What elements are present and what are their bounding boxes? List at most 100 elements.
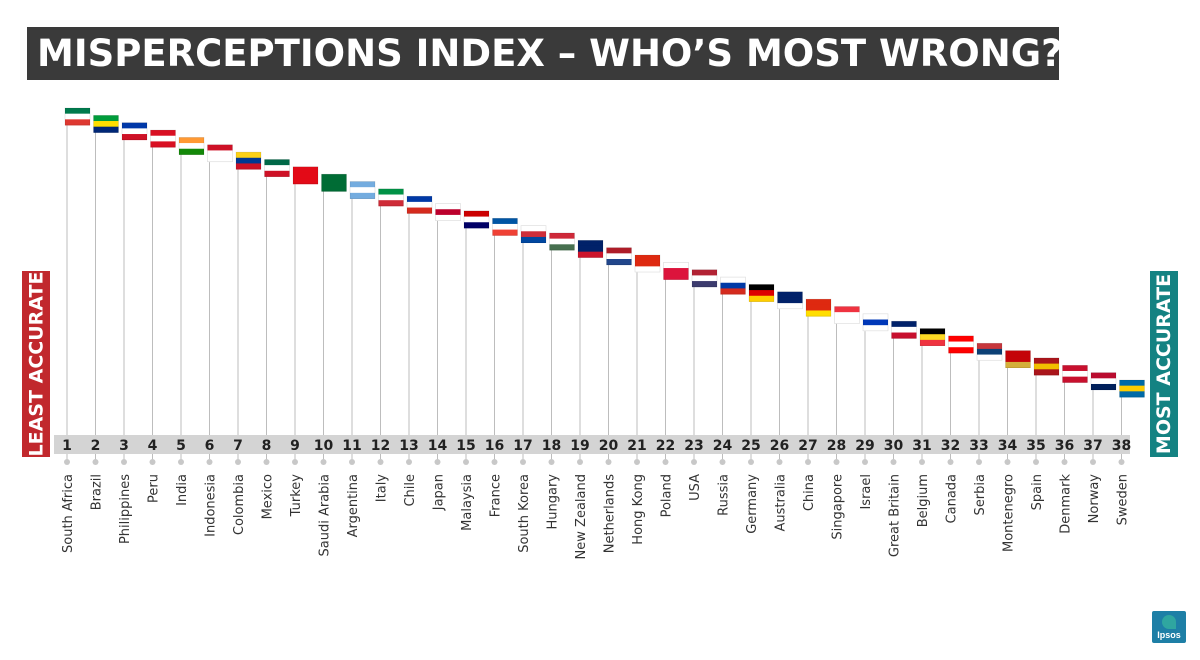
- rank-dot: [947, 459, 954, 465]
- philippines-flag-icon: [121, 122, 148, 141]
- rank-number: 27: [798, 438, 817, 454]
- country-label: China: [802, 474, 817, 511]
- rank-dot: [263, 459, 270, 465]
- rank-dot: [548, 459, 555, 465]
- country-label: Sweden: [1116, 474, 1131, 525]
- south-korea-flag-icon: [520, 225, 547, 244]
- rank-dot: [1033, 459, 1039, 465]
- rank-dot: [691, 459, 697, 465]
- rank-dot: [776, 459, 783, 465]
- country-label: Turkey: [289, 474, 304, 518]
- country-label: Argentina: [346, 474, 361, 537]
- rank-dot: [235, 459, 241, 465]
- rank-dot: [64, 459, 70, 465]
- country-label: Colombia: [232, 474, 247, 535]
- netherlands-flag-icon: [606, 247, 632, 266]
- rank-number: 37: [1083, 438, 1102, 454]
- rank-number: 31: [912, 438, 931, 454]
- rank-number: 23: [684, 438, 703, 454]
- rank-number: 24: [713, 438, 733, 454]
- rank-dot: [292, 459, 298, 465]
- colombia-flag-icon: [235, 151, 262, 170]
- country-label: Netherlands: [603, 474, 618, 553]
- norway-flag-icon: [1090, 372, 1117, 391]
- country-label: Germany: [745, 474, 760, 534]
- india-flag-icon: [178, 137, 205, 155]
- country-label: Montenegro: [1002, 474, 1017, 552]
- country-label: Peru: [147, 474, 162, 503]
- rank-number: 22: [656, 438, 675, 454]
- russia-flag-icon: [720, 276, 746, 295]
- brazil-flag-icon: [93, 115, 119, 133]
- stems-layer: [66, 125, 1122, 462]
- rank-dot: [463, 459, 469, 465]
- rank-number: 20: [599, 438, 619, 454]
- denmark-flag-icon: [1062, 364, 1088, 383]
- rank-dot: [406, 459, 412, 465]
- singapore-flag-icon: [834, 306, 860, 324]
- mexico-flag-icon: [264, 159, 290, 177]
- rank-dot: [719, 459, 726, 465]
- saudi-arabia-flag-icon: [321, 173, 347, 192]
- country-label: Indonesia: [204, 474, 219, 537]
- country-label: Serbia: [973, 474, 988, 515]
- country-label: Mexico: [261, 474, 276, 519]
- rank-dot: [833, 459, 840, 465]
- australia-flag-icon: [777, 291, 803, 310]
- rank-number: 36: [1055, 438, 1074, 454]
- hungary-flag-icon: [549, 232, 575, 251]
- country-label: Canada: [945, 474, 960, 523]
- rank-number: 25: [741, 438, 760, 454]
- france-flag-icon: [492, 217, 518, 236]
- rank-number: 35: [1026, 438, 1045, 454]
- rank-number: 30: [884, 438, 904, 454]
- rank-number: 29: [855, 438, 874, 454]
- country-label: Japan: [432, 474, 447, 511]
- rank-number: 11: [342, 438, 361, 454]
- country-label: South Korea: [517, 474, 532, 553]
- rank-number: 3: [119, 438, 129, 454]
- indonesia-flag-icon: [207, 144, 233, 163]
- rank-dot: [520, 459, 526, 465]
- rank-numbers: 1 2 3 4 5 6 7 8 9 10 11 12 13 14 15 16 17 18 19 20 21 22 23 24 2…: [62, 438, 1131, 454]
- country-label: Italy: [375, 474, 390, 503]
- country-label: Brazil: [90, 474, 105, 510]
- rank-dot: [1061, 459, 1068, 465]
- canada-flag-icon: [948, 335, 974, 354]
- hong-kong-flag-icon: [634, 254, 661, 273]
- germany-flag-icon: [748, 284, 775, 302]
- rank-number: 13: [399, 438, 418, 454]
- rank-number: 16: [485, 438, 504, 454]
- country-label: Israel: [859, 474, 874, 510]
- rank-number: 12: [371, 438, 390, 454]
- rank-number: 33: [969, 438, 988, 454]
- country-label: Spain: [1030, 474, 1045, 510]
- south-africa-flag-icon: [64, 107, 91, 126]
- rank-dot: [320, 459, 327, 465]
- country-label: Belgium: [916, 474, 931, 527]
- italy-flag-icon: [378, 188, 404, 207]
- rank-dot: [1090, 459, 1096, 465]
- rank-dot: [149, 459, 156, 465]
- rank-number: 7: [233, 438, 243, 454]
- rank-number: 10: [314, 438, 334, 454]
- most-accurate-label: MOST ACCURATE: [1150, 271, 1178, 457]
- country-label: Hong Kong: [631, 474, 646, 545]
- serbia-flag-icon: [976, 342, 1003, 361]
- country-label: New Zealand: [574, 474, 589, 559]
- rank-dot: [121, 459, 127, 465]
- spain-flag-icon: [1033, 357, 1060, 376]
- sweden-flag-icon: [1119, 379, 1145, 398]
- rank-number: 4: [148, 438, 158, 454]
- country-label: France: [489, 474, 504, 517]
- rank-dot: [976, 459, 982, 465]
- rank-dot: [349, 459, 355, 465]
- china-flag-icon: [805, 298, 832, 317]
- page-title: MISPERCEPTIONS INDEX – WHO’S MOST WRONG?: [27, 27, 1059, 80]
- rank-dot: [377, 459, 384, 465]
- country-label: Saudi Arabia: [318, 474, 333, 557]
- usa-flag-icon: [691, 269, 718, 288]
- rank-number: 14: [428, 438, 448, 454]
- rank-number: 6: [205, 438, 215, 454]
